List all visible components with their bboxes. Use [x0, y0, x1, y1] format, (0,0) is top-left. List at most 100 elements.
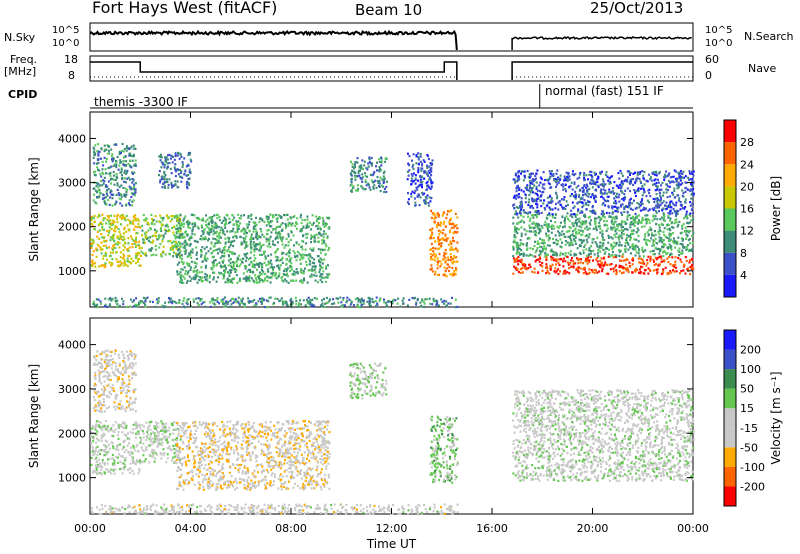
colorbar-label: Velocity [m s⁻¹] — [769, 371, 783, 464]
nsearch-label: N.Search — [744, 30, 794, 43]
colorbar-tick-label: 15 — [740, 402, 754, 415]
echo-region — [175, 420, 331, 491]
freq-trace — [90, 61, 693, 80]
nave-tick-top: 60 — [705, 53, 719, 66]
echo-region — [175, 213, 331, 284]
x-tick-label: 00:00 — [74, 522, 106, 535]
rti-panel-velocity: 1000 2000 3000 4000 Slant Range [km] 200 100 50… — [27, 317, 783, 516]
colorbar-tick-label: -15 — [740, 422, 758, 435]
y-tick-label: 2000 — [58, 427, 86, 440]
freq-tick-bottom: 8 — [68, 69, 75, 82]
colorbar-segment — [724, 369, 736, 389]
x-tick-label: 12:00 — [376, 522, 408, 535]
y-tick-label: 4000 — [58, 132, 86, 145]
nsky-trace — [89, 29, 458, 51]
colorbar-tick-label: 100 — [740, 363, 761, 376]
echo-region — [140, 420, 183, 464]
nsky-trace-late — [511, 35, 692, 50]
echo-region — [92, 296, 459, 309]
echo-region — [512, 169, 695, 216]
y-tick-label: 1000 — [58, 265, 86, 278]
nsky-strip-frame — [89, 22, 694, 52]
colorbar-segment — [724, 427, 736, 448]
colorbar-segment — [724, 330, 736, 350]
colorbar-label: Power [dB] — [769, 176, 783, 241]
freq-unit: [MHz] — [4, 65, 37, 78]
colorbar-frame — [723, 119, 737, 298]
x-tick-label: 00:00 — [677, 522, 709, 535]
colorbar-tick-label: 28 — [740, 136, 754, 149]
y-tick-label: 1000 — [58, 472, 86, 485]
colorbar-segment — [724, 349, 736, 370]
colorbar-segment — [724, 208, 736, 231]
echo-region — [92, 349, 137, 414]
echo-region — [512, 255, 695, 276]
echo-region — [90, 420, 143, 476]
echo-region — [512, 389, 695, 454]
nsky-tick-top: 10^5 — [52, 25, 80, 36]
echo-region — [512, 213, 695, 258]
colorbar-segment — [724, 120, 736, 143]
x-tick-label: 04:00 — [175, 522, 207, 535]
colorbar-tick-label: 200 — [740, 344, 761, 357]
freq-label: Freq. — [10, 53, 38, 66]
nave-label: Nave — [748, 62, 777, 75]
radar-title: Fort Hays West (fitACF) — [92, 0, 278, 17]
nave-tick-bottom: 0 — [705, 69, 712, 82]
echo-region — [90, 213, 142, 269]
y-tick-label: 3000 — [58, 383, 86, 396]
x-tick-label: 08:00 — [275, 522, 307, 535]
colorbar-tick-label: 24 — [740, 158, 754, 171]
echo-region — [429, 209, 459, 278]
echo-region — [512, 451, 695, 482]
y-tick-label: 4000 — [58, 339, 86, 352]
colorbar-tick-label: 50 — [740, 383, 754, 396]
echo-region — [349, 362, 388, 400]
colorbar-segment — [724, 466, 736, 487]
echo-region — [349, 156, 388, 194]
colorbar-tick-label: -200 — [740, 480, 765, 493]
cpid-mode-normal: normal (fast) 151 IF — [545, 84, 664, 98]
colorbar-segment — [724, 230, 736, 253]
echo-region — [406, 152, 434, 207]
cpid-mode-themis: themis -3300 IF — [94, 95, 188, 109]
echo-region — [429, 415, 459, 484]
colorbar-tick-label: 12 — [740, 225, 754, 238]
y-tick-label: 3000 — [58, 177, 86, 190]
colorbar-segment — [724, 486, 736, 506]
colorbar-tick-label: 4 — [740, 269, 747, 282]
nsky-label: N.Sky — [4, 31, 36, 44]
colorbar-segment — [724, 408, 736, 428]
panel-frame — [89, 317, 694, 515]
colorbar-segment — [724, 164, 736, 187]
colorbar-tick-label: 20 — [740, 180, 754, 193]
x-axis-label: Time UT — [366, 537, 417, 551]
colorbar-tick-label: 16 — [740, 203, 754, 216]
nsearch-tick-bottom: 10^0 — [705, 38, 733, 49]
y-tick-label: 2000 — [58, 221, 86, 234]
colorbar-segment — [724, 252, 736, 275]
echo-region — [140, 213, 182, 258]
y-axis-label: Slant Range [km] — [27, 157, 41, 261]
echo-region — [158, 151, 193, 190]
colorbar-tick-label: -50 — [740, 441, 758, 454]
nsky-tick-bottom: 10^0 — [52, 38, 80, 49]
colorbar-segment — [724, 447, 736, 467]
nsearch-tick-top: 10^5 — [705, 25, 733, 36]
date-label: 25/Oct/2013 — [590, 0, 684, 17]
colorbar-tick-label: 8 — [740, 247, 747, 260]
colorbar-frame — [723, 329, 737, 507]
y-axis-label: Slant Range [km] — [27, 364, 41, 468]
colorbar-segment — [724, 274, 736, 297]
echo-region — [90, 503, 459, 516]
freq-tick-top: 18 — [64, 53, 78, 66]
beam-label: Beam 10 — [355, 1, 423, 19]
colorbar-segment — [724, 388, 736, 409]
colorbar-segment — [724, 186, 736, 209]
x-tick-label: 20:00 — [577, 522, 609, 535]
freq-strip-frame — [89, 55, 694, 82]
x-tick-label: 16:00 — [476, 522, 508, 535]
colorbar-tick-label: -100 — [740, 461, 765, 474]
echo-region — [92, 142, 137, 207]
